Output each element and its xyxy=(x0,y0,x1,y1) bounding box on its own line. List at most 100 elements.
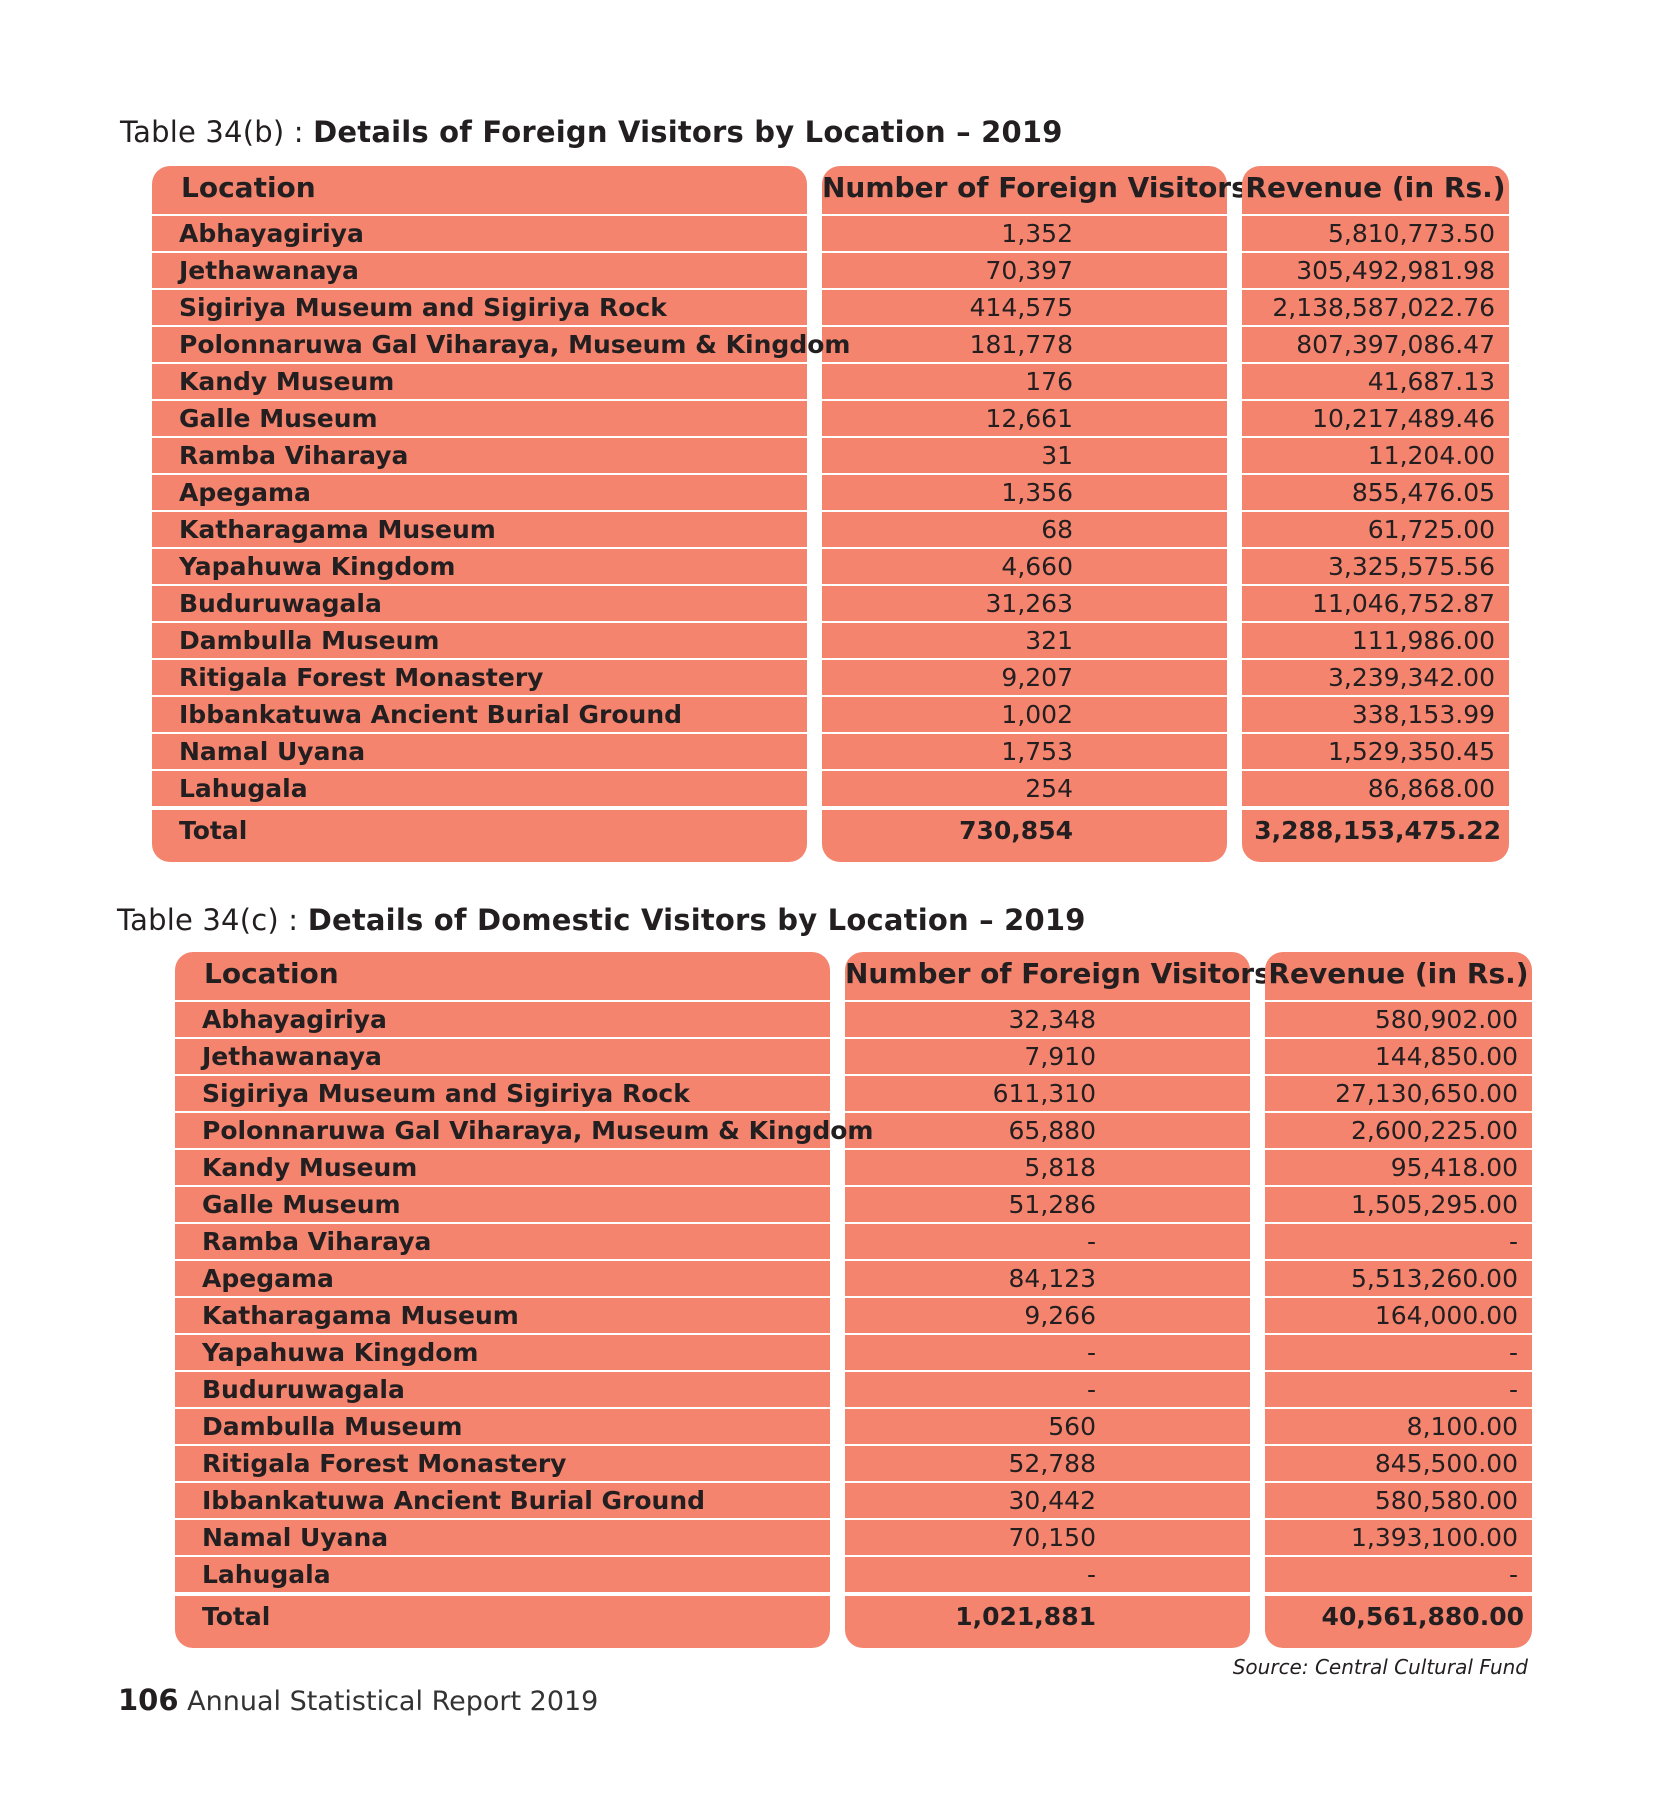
table-row: 84,123 xyxy=(845,1259,1250,1296)
table-row: 254 xyxy=(822,769,1227,806)
table-number: Table 34(c) : xyxy=(117,903,308,937)
table-row: Kandy Museum xyxy=(175,1148,830,1185)
location-cell: Apegama xyxy=(179,478,311,507)
visitors-column-panel: Number of Foreign Visitors xyxy=(845,952,1271,1648)
revenue-cell: 807,397,086.47 xyxy=(1296,330,1495,359)
table-row: Namal Uyana xyxy=(175,1518,830,1555)
revenue-cell: 164,000.00 xyxy=(1374,1301,1518,1330)
table-row: 4,660 xyxy=(822,547,1227,584)
location-cell: Yapahuwa Kingdom xyxy=(202,1338,479,1367)
table-row: Kandy Museum xyxy=(152,362,807,399)
location-cell: Ibbankatuwa Ancient Burial Ground xyxy=(202,1486,706,1515)
table-row: 338,153.99 xyxy=(1242,695,1509,732)
revenue-cell: - xyxy=(1508,1560,1518,1589)
revenue-cell: 845,500.00 xyxy=(1374,1449,1518,1478)
revenue-cell: 10,217,489.46 xyxy=(1312,404,1495,433)
table-row: - xyxy=(845,1333,1250,1370)
revenue-cell: 2,600,225.00 xyxy=(1351,1116,1518,1145)
table-row: 8,100.00 xyxy=(1265,1407,1532,1444)
location-cell: Sigiriya Museum and Sigiriya Rock xyxy=(179,293,667,322)
table-row: 11,046,752.87 xyxy=(1242,584,1509,621)
table-row: Ibbankatuwa Ancient Burial Ground xyxy=(152,695,807,732)
table-row: Katharagama Museum xyxy=(152,510,807,547)
visitors-cell: 560 xyxy=(1048,1412,1096,1441)
table-row: 52,788 xyxy=(845,1444,1250,1481)
visitors-cell: 9,266 xyxy=(1024,1301,1096,1330)
table-row: Sigiriya Museum and Sigiriya Rock xyxy=(175,1074,830,1111)
table-row: 1,529,350.45 xyxy=(1242,732,1509,769)
table-row: Ramba Viharaya xyxy=(175,1222,830,1259)
revenue-cell: 3,239,342.00 xyxy=(1328,663,1495,692)
location-cell: Ibbankatuwa Ancient Burial Ground xyxy=(179,700,683,729)
table-row: 5,818 xyxy=(845,1148,1250,1185)
table-row: Abhayagiriya xyxy=(152,214,807,251)
header-location: Location xyxy=(181,171,316,204)
revenue-cell: 144,850.00 xyxy=(1374,1042,1518,1071)
table-row: 9,266 xyxy=(845,1296,1250,1333)
total-row: 1,021,881 xyxy=(845,1592,1250,1642)
location-cell: Galle Museum xyxy=(179,404,378,433)
revenue-cell: - xyxy=(1508,1338,1518,1367)
table-row: 2,138,587,022.76 xyxy=(1242,288,1509,325)
location-cell: Total xyxy=(202,1602,271,1631)
table-row: - xyxy=(845,1222,1250,1259)
report-title: Annual Statistical Report 2019 xyxy=(187,1686,599,1717)
table-row: 41,687.13 xyxy=(1242,362,1509,399)
table-row: 1,352 xyxy=(822,214,1227,251)
table-row: 11,204.00 xyxy=(1242,436,1509,473)
visitors-cell: 414,575 xyxy=(969,293,1073,322)
location-cell: Namal Uyana xyxy=(179,737,366,766)
visitors-cell: 5,818 xyxy=(1024,1153,1096,1182)
revenue-cell: 855,476.05 xyxy=(1351,478,1495,507)
visitors-cell: 70,397 xyxy=(985,256,1073,285)
table-row: 95,418.00 xyxy=(1265,1148,1532,1185)
table-row: 855,476.05 xyxy=(1242,473,1509,510)
table-row: 31 xyxy=(822,436,1227,473)
location-cell: Yapahuwa Kingdom xyxy=(179,552,456,581)
revenue-cell: - xyxy=(1508,1227,1518,1256)
table-title: Details of Foreign Visitors by Location … xyxy=(313,115,1063,149)
location-cell: Buduruwagala xyxy=(202,1375,405,1404)
location-cell: Ritigala Forest Monastery xyxy=(202,1449,567,1478)
visitors-cell: - xyxy=(1086,1375,1096,1404)
table-row: Galle Museum xyxy=(152,399,807,436)
table-row: 3,239,342.00 xyxy=(1242,658,1509,695)
table-number: Table 34(b) : xyxy=(120,115,314,149)
location-cell: Ritigala Forest Monastery xyxy=(179,663,544,692)
table-row: Katharagama Museum xyxy=(175,1296,830,1333)
table-row: - xyxy=(1265,1370,1532,1407)
total-row: Total xyxy=(175,1592,830,1642)
total-row: 730,854 xyxy=(822,806,1227,856)
table-row: 70,150 xyxy=(845,1518,1250,1555)
table-caption-domestic: Table 34(c) : Details of Domestic Visito… xyxy=(117,903,1086,937)
revenue-cell: 27,130,650.00 xyxy=(1335,1079,1518,1108)
table-row: Yapahuwa Kingdom xyxy=(152,547,807,584)
table-row: Polonnaruwa Gal Viharaya, Museum & Kingd… xyxy=(175,1111,873,1148)
location-cell: Dambulla Museum xyxy=(179,626,440,655)
visitors-cell: 84,123 xyxy=(1008,1264,1096,1293)
location-cell: Kandy Museum xyxy=(202,1153,418,1182)
table-row: Buduruwagala xyxy=(152,584,807,621)
revenue-cell: 8,100.00 xyxy=(1406,1412,1518,1441)
location-cell: Sigiriya Museum and Sigiriya Rock xyxy=(202,1079,690,1108)
visitors-cell: 30,442 xyxy=(1008,1486,1096,1515)
visitors-cell: - xyxy=(1086,1227,1096,1256)
table-row: 414,575 xyxy=(822,288,1227,325)
table-row: 1,505,295.00 xyxy=(1265,1185,1532,1222)
location-cell: Ramba Viharaya xyxy=(202,1227,432,1256)
table-row: 164,000.00 xyxy=(1265,1296,1532,1333)
location-cell: Abhayagiriya xyxy=(202,1005,387,1034)
location-cell: Apegama xyxy=(202,1264,334,1293)
location-cell: Lahugala xyxy=(202,1560,331,1589)
table-row: 611,310 xyxy=(845,1074,1250,1111)
table-row: Buduruwagala xyxy=(175,1370,830,1407)
revenue-column-panel: Revenue (in Rs.) xyxy=(1242,166,1509,862)
table-row: - xyxy=(1265,1222,1532,1259)
table-row: 1,393,100.00 xyxy=(1265,1518,1532,1555)
table-row: 12,661 xyxy=(822,399,1227,436)
visitors-cell: 181,778 xyxy=(969,330,1073,359)
location-cell: Jethawanaya xyxy=(202,1042,382,1071)
page-footer: 106 Annual Statistical Report 2019 xyxy=(118,1683,598,1717)
header-revenue: Revenue (in Rs.) xyxy=(1268,957,1529,990)
visitors-cell: 1,356 xyxy=(1001,478,1073,507)
